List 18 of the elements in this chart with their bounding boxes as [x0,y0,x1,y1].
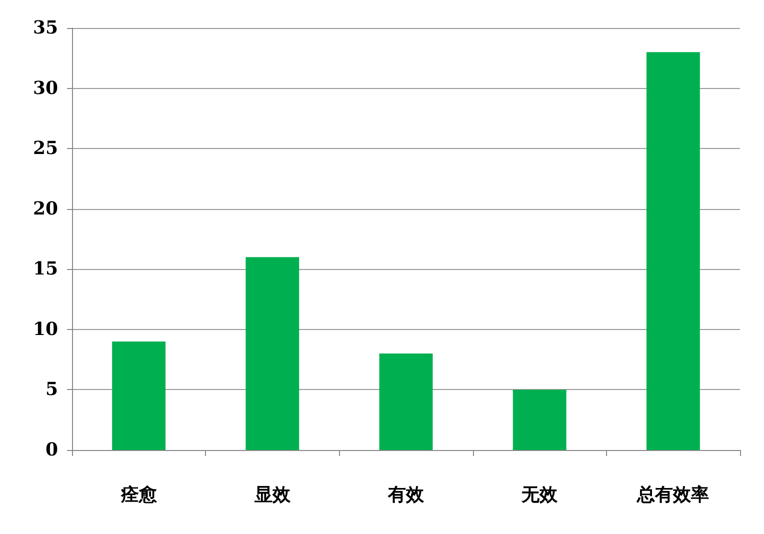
bar [379,354,433,450]
y-tick-label: 25 [32,138,58,160]
y-tick-label: 5 [45,379,58,400]
x-tick-label: 有效 [387,484,425,506]
x-tick-label: 无效 [520,484,559,506]
y-tick-label: 30 [32,78,58,99]
bar [646,52,700,450]
bar [246,257,300,450]
x-tick-label: 显效 [253,484,292,506]
y-tick-label: 20 [32,198,58,220]
bar [112,341,166,450]
y-tick-label: 15 [32,258,58,280]
y-tick-label: 10 [32,318,58,340]
bar [512,390,566,450]
x-tick-label: 总有效率 [636,484,710,506]
x-tick-label: 痊愈 [120,484,158,506]
y-tick-label: 35 [32,18,58,38]
y-tick-label: 0 [45,440,58,460]
